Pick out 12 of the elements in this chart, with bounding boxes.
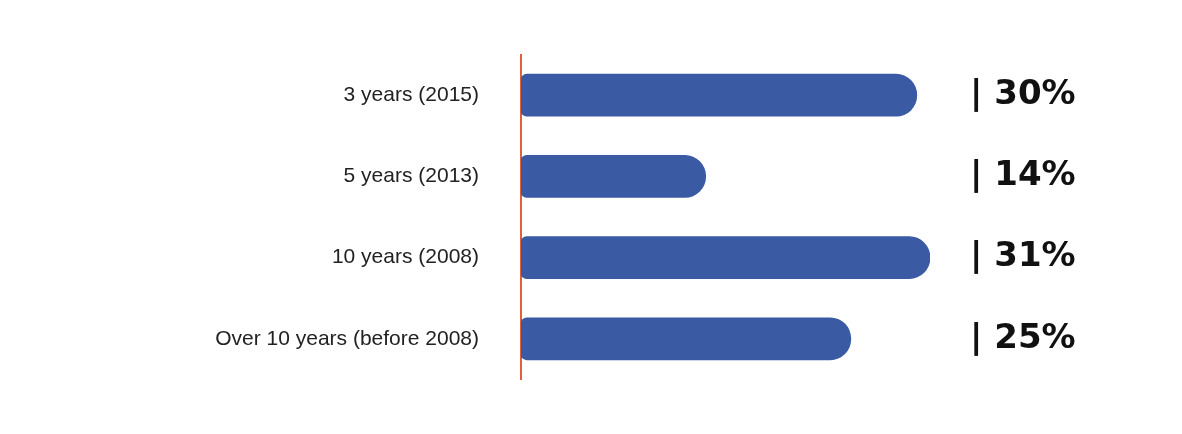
y-tick-label: 10 years (2008) xyxy=(331,244,479,268)
bar xyxy=(521,317,852,361)
bar xyxy=(521,155,707,198)
data-label: | 31% xyxy=(970,234,1076,275)
data-label: | 25% xyxy=(970,315,1076,356)
y-tick-label: Over 10 years (before 2008) xyxy=(215,325,479,349)
y-tick-label: 3 years (2015) xyxy=(343,82,479,105)
y-tick-label: 5 years (2013) xyxy=(343,163,479,187)
bar xyxy=(521,73,918,117)
data-label: | 30% xyxy=(970,72,1076,113)
bar xyxy=(521,236,930,279)
data-label: | 14% xyxy=(970,153,1076,194)
